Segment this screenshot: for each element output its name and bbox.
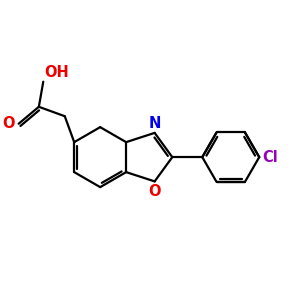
Text: O: O [148, 184, 161, 199]
Text: O: O [3, 116, 15, 131]
Text: Cl: Cl [262, 150, 278, 165]
Text: N: N [148, 116, 161, 131]
Text: OH: OH [45, 65, 70, 80]
